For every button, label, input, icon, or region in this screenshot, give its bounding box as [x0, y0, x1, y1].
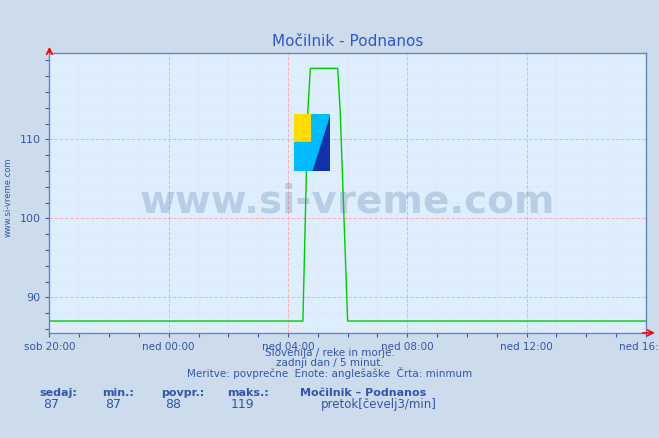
- Text: 88: 88: [165, 398, 181, 411]
- Text: povpr.:: povpr.:: [161, 389, 205, 399]
- Text: Slovenija / reke in morje.: Slovenija / reke in morje.: [264, 348, 395, 358]
- Text: 119: 119: [231, 398, 254, 411]
- Text: 87: 87: [43, 398, 59, 411]
- Text: Meritve: povprečne  Enote: anglešaške  Črta: minmum: Meritve: povprečne Enote: anglešaške Črt…: [187, 367, 472, 379]
- Title: Močilnik - Podnanos: Močilnik - Podnanos: [272, 34, 423, 49]
- Text: zadnji dan / 5 minut.: zadnji dan / 5 minut.: [275, 358, 384, 368]
- Bar: [312, 114, 330, 171]
- Text: maks.:: maks.:: [227, 389, 269, 399]
- Text: pretok[čevelj3/min]: pretok[čevelj3/min]: [321, 398, 437, 411]
- Text: 87: 87: [105, 398, 121, 411]
- Text: sedaj:: sedaj:: [40, 389, 77, 399]
- Bar: [294, 114, 312, 142]
- Text: Močilnik – Podnanos: Močilnik – Podnanos: [300, 389, 426, 399]
- Bar: [294, 142, 312, 171]
- Text: min.:: min.:: [102, 389, 134, 399]
- Polygon shape: [312, 114, 330, 171]
- Text: www.si-vreme.com: www.si-vreme.com: [3, 157, 13, 237]
- Text: www.si-vreme.com: www.si-vreme.com: [140, 182, 556, 220]
